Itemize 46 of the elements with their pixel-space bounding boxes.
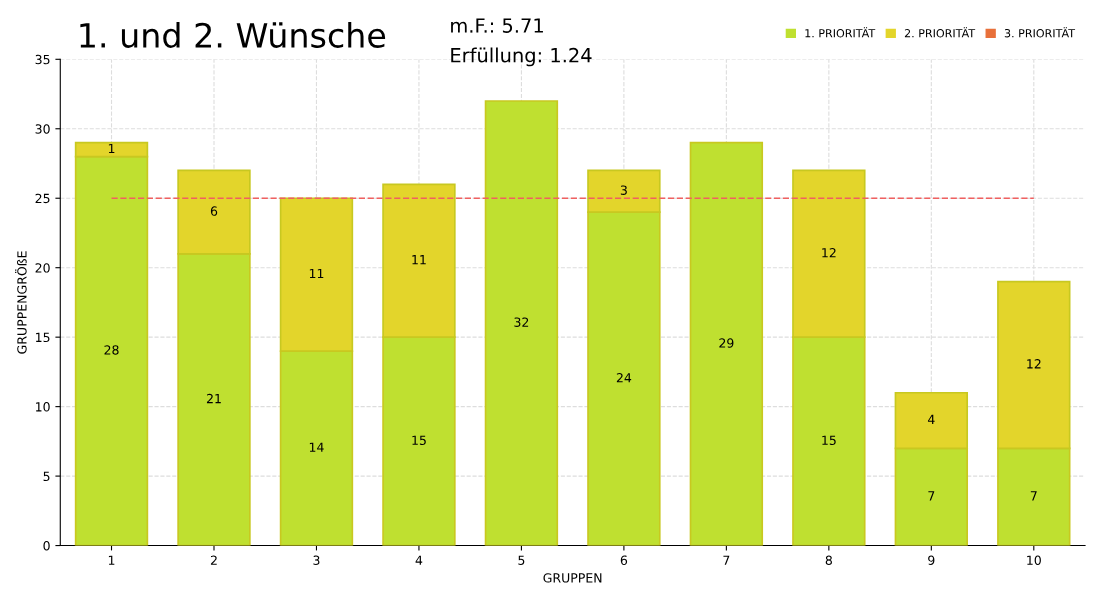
data-label: 11 bbox=[309, 268, 324, 279]
annotation: Erfüllung: 1.24 bbox=[451, 47, 592, 67]
x-tick-label: 6 bbox=[620, 555, 628, 565]
chart-title: 1. und 2. Wünsche bbox=[80, 22, 386, 48]
y-tick-label: 5 bbox=[43, 471, 50, 482]
y-tick-label: 35 bbox=[35, 54, 50, 65]
data-label: 29 bbox=[719, 338, 734, 348]
data-label: 7 bbox=[1030, 491, 1037, 501]
x-tick-label: 9 bbox=[928, 555, 935, 565]
text: m.F.: 5.71 bbox=[451, 18, 543, 33]
data-label: 3 bbox=[620, 185, 627, 195]
x-tick-label: 1 bbox=[108, 555, 115, 565]
data-label: 6 bbox=[210, 206, 218, 216]
x-tick-label: 2 bbox=[210, 555, 217, 565]
data-label: 7 bbox=[928, 491, 935, 501]
data-label: 15 bbox=[412, 435, 426, 445]
x-tick-label: 8 bbox=[825, 555, 832, 565]
data-label: 32 bbox=[514, 317, 529, 327]
data-label: 21 bbox=[206, 393, 221, 404]
y-axis-title: GRUPPENGRÖßE bbox=[15, 251, 27, 354]
x-axis-title: GRUPPEN bbox=[543, 573, 602, 583]
data-label: 24 bbox=[616, 373, 632, 383]
y-tick-label: 30 bbox=[35, 124, 50, 134]
y-tick-label: 15 bbox=[36, 332, 50, 343]
data-label: 4 bbox=[927, 414, 935, 424]
y-tick-label: 10 bbox=[36, 402, 50, 412]
x-tick-label: 10 bbox=[1027, 555, 1041, 565]
data-label: 12 bbox=[822, 247, 836, 258]
legend-label: 1. PRIORITÄT bbox=[805, 27, 876, 38]
legend-label: 3. PRIORITÄT bbox=[1004, 27, 1076, 38]
x-tick-label: 4 bbox=[415, 555, 423, 565]
legend-label: 2. PRIORITÄT bbox=[904, 27, 976, 38]
data-label: 14 bbox=[309, 442, 324, 452]
data-label: 1 bbox=[108, 143, 115, 154]
bar bbox=[484, 100, 559, 546]
data-label: 15 bbox=[822, 435, 836, 445]
data-label: 12 bbox=[1027, 359, 1041, 369]
bar bbox=[689, 141, 764, 546]
data-label: 28 bbox=[104, 345, 119, 355]
x-tick-label: 5 bbox=[518, 555, 525, 565]
x-tick-label: 7 bbox=[723, 555, 730, 565]
y-tick-label: 20 bbox=[35, 263, 50, 273]
x-tick-label: 3 bbox=[313, 555, 320, 565]
y-tick-label: 25 bbox=[35, 193, 50, 204]
y-tick-label: 0 bbox=[43, 541, 50, 551]
data-label: 11 bbox=[412, 255, 426, 265]
